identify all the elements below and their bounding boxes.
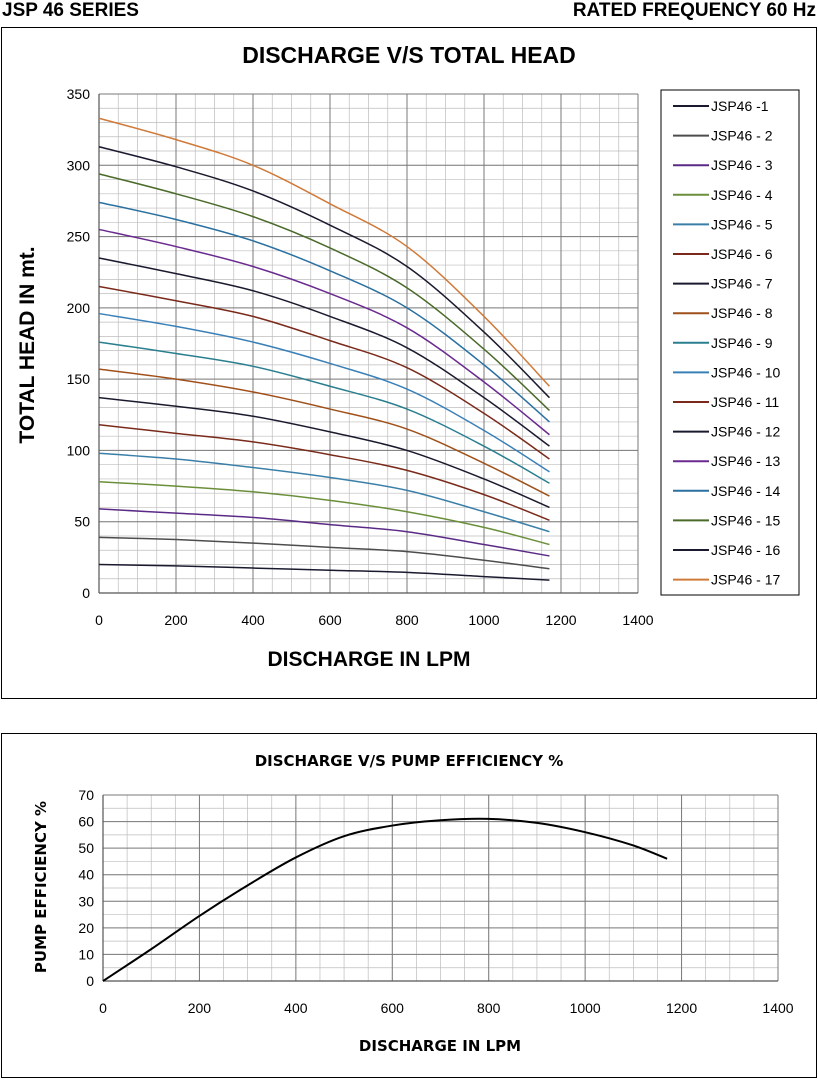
head-chart-grid [98, 93, 639, 594]
x-tick-label: 600 [381, 1000, 405, 1016]
legend-label: JSP46 - 9 [711, 335, 773, 351]
legend-label: JSP46 - 8 [711, 305, 773, 321]
series-line-8 [98, 368, 550, 497]
efficiency-chart-ylabel: PUMP EFFICIENCY % [32, 801, 50, 973]
legend-label: JSP46 - 17 [711, 572, 780, 588]
series-line-12 [98, 257, 550, 447]
series-line-6 [98, 424, 550, 521]
y-tick-label: 100 [67, 442, 91, 458]
x-tick-label: 800 [395, 612, 419, 628]
efficiency-chart-series [102, 817, 668, 982]
y-tick-label: 60 [78, 814, 94, 830]
y-tick-label: 20 [78, 920, 94, 936]
legend-label: JSP46 - 16 [711, 542, 780, 558]
series-line-1 [102, 817, 668, 982]
head-chart-series [98, 117, 550, 581]
efficiency-chart-ticks: 0 200 400 600 800 1000 1200 1400 0 10 20 30 40 50 60 70 [78, 787, 793, 1016]
y-tick-label: 150 [67, 371, 91, 387]
series-line-3 [98, 508, 550, 557]
y-tick-label: 200 [67, 300, 91, 316]
series-line-11 [98, 285, 550, 460]
y-tick-label: 0 [82, 585, 90, 601]
efficiency-chart-title: DISCHARGE V/S PUMP EFFICIENCY % [255, 752, 564, 770]
x-tick-label: 1400 [762, 1000, 793, 1016]
x-tick-label: 1000 [468, 612, 499, 628]
series-line-2 [98, 536, 550, 570]
legend-label: JSP46 - 14 [711, 483, 780, 499]
y-tick-label: 0 [86, 973, 94, 989]
series-line-13 [98, 228, 550, 436]
x-tick-label: 400 [284, 1000, 308, 1016]
x-tick-label: 1200 [545, 612, 576, 628]
y-tick-label: 30 [78, 893, 94, 909]
y-tick-label: 50 [74, 514, 90, 530]
series-line-17 [98, 117, 550, 387]
legend-label: JSP46 - 15 [711, 512, 780, 528]
legend-label: JSP46 - 6 [711, 246, 773, 262]
head-chart: DISCHARGE V/S TOTAL HEAD 0 200 400 600 800 10… [16, 42, 800, 671]
x-tick-label: 400 [241, 612, 265, 628]
legend-label: JSP46 - 11 [711, 394, 779, 410]
series-line-4 [98, 481, 550, 546]
legend-label: JSP46 - 2 [711, 128, 773, 144]
y-tick-label: 40 [78, 867, 94, 883]
y-tick-label: 350 [67, 86, 91, 102]
legend-label: JSP46 - 4 [711, 187, 773, 203]
y-tick-label: 300 [67, 157, 91, 173]
y-tick-label: 10 [78, 946, 94, 962]
series-line-15 [98, 173, 550, 412]
head-chart-legend: JSP46 -1 JSP46 - 2 JSP46 - 3 JSP46 - 4 JSP46… [660, 89, 800, 596]
series-line-16 [98, 146, 550, 399]
legend-label: JSP46 - 12 [711, 424, 780, 440]
legend-label: JSP46 - 13 [711, 453, 780, 469]
x-tick-label: 800 [477, 1000, 501, 1016]
legend-label: JSP46 - 10 [711, 364, 780, 380]
legend-label: JSP46 -1 [711, 98, 769, 114]
x-tick-label: 200 [164, 612, 188, 628]
efficiency-chart-grid [102, 794, 779, 982]
x-tick-label: 600 [318, 612, 342, 628]
series-line-9 [98, 341, 550, 484]
legend-label: JSP46 - 3 [711, 157, 773, 173]
y-tick-label: 50 [78, 840, 94, 856]
x-tick-label: 1400 [622, 612, 653, 628]
series-line-14 [98, 201, 550, 423]
series-line-1 [98, 563, 550, 581]
series-title: JSP 46 SERIES [2, 0, 139, 21]
efficiency-chart-xlabel: DISCHARGE IN LPM [359, 1037, 521, 1055]
x-tick-label: 200 [188, 1000, 212, 1016]
series-line-7 [98, 396, 550, 509]
x-tick-label: 0 [95, 612, 103, 628]
x-tick-label: 0 [99, 1000, 107, 1016]
head-chart-xlabel: DISCHARGE IN LPM [267, 648, 470, 671]
head-chart-ylabel: TOTAL HEAD IN mt. [16, 246, 39, 443]
head-chart-ticks: 0 200 400 600 800 1000 1200 1400 0 50 100 150 200 250… [67, 86, 654, 628]
y-tick-label: 70 [78, 787, 94, 803]
x-tick-label: 1000 [570, 1000, 601, 1016]
rated-frequency-label: RATED FREQUENCY 60 Hz [572, 0, 816, 21]
series-line-10 [98, 312, 550, 473]
head-chart-title: DISCHARGE V/S TOTAL HEAD [242, 42, 576, 68]
series-line-5 [98, 452, 550, 533]
y-tick-label: 250 [67, 229, 91, 245]
legend-label: JSP46 - 5 [711, 216, 773, 232]
x-tick-label: 1200 [666, 1000, 697, 1016]
legend-label: JSP46 - 7 [711, 276, 773, 292]
